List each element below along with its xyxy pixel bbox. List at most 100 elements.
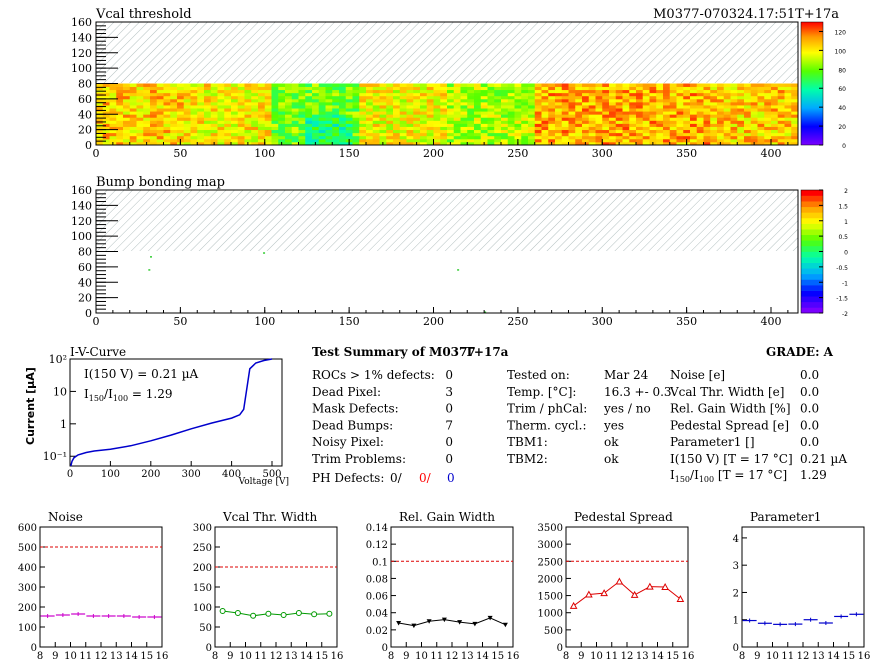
summary-mid-value: yes: [603, 418, 624, 432]
heatmap-cell: [453, 98, 461, 103]
heatmap-cell: [298, 92, 306, 97]
bump-map-points: [148, 252, 487, 313]
heatmap-cell: [433, 89, 441, 94]
heatmap-cell: [426, 129, 434, 134]
heatmap-cell: [622, 111, 630, 115]
heatmap-cell: [156, 114, 164, 118]
heatmap-cell: [366, 117, 374, 121]
heatmap-cell: [548, 135, 556, 140]
heatmap-cell: [663, 101, 671, 106]
bump-point: [457, 269, 460, 271]
heatmap-cell: [305, 101, 313, 106]
heatmap-cell: [426, 92, 434, 97]
heatmap-cell: [298, 98, 306, 103]
heatmap-cell: [642, 86, 650, 91]
heatmap-cell: [305, 92, 313, 97]
heatmap-cell: [204, 86, 212, 91]
palette-tick-label: 0: [842, 143, 846, 150]
heatmap-cell: [710, 101, 718, 106]
heatmap-cell: [440, 123, 448, 127]
heatmap-cell: [676, 95, 684, 100]
heatmap-cell: [440, 132, 448, 137]
heatmap-cell: [258, 86, 266, 91]
heatmap-cell: [352, 141, 360, 146]
heatmap-cell: [676, 126, 684, 131]
x-tick-label: 15: [315, 651, 328, 662]
heatmap-cell: [136, 98, 144, 103]
heatmap-cell: [150, 101, 158, 106]
heatmap-cell: [595, 120, 603, 124]
heatmap-cell: [251, 92, 259, 97]
heatmap-cell: [730, 86, 738, 91]
heatmap-cell: [251, 101, 259, 106]
heatmap-cell: [420, 129, 428, 134]
heatmap-cell: [156, 108, 164, 112]
heatmap-cell: [663, 117, 671, 121]
heatmap-cell: [123, 86, 131, 91]
heatmap-cell: [386, 108, 394, 112]
heatmap-cell: [102, 123, 110, 127]
heatmap-cell: [757, 108, 765, 112]
heatmap-cell: [325, 89, 333, 94]
heatmap-cell: [399, 98, 407, 103]
heatmap-cell: [541, 135, 549, 140]
heatmap-cell: [197, 132, 205, 137]
heatmap-cell: [636, 135, 644, 140]
chart-frame: [39, 526, 163, 648]
y-tick-label: 0.04: [366, 609, 388, 620]
heatmap-cell: [163, 114, 171, 118]
y-tick-label: 80: [78, 246, 92, 259]
heatmap-cell: [764, 105, 772, 109]
heatmap-cell: [568, 126, 576, 131]
heatmap-cell: [440, 101, 448, 106]
heatmap-cell: [663, 98, 671, 103]
heatmap-cell: [784, 95, 792, 100]
heatmap-cell: [541, 92, 549, 97]
heatmap-cell: [656, 111, 664, 115]
heatmap-cell: [568, 135, 576, 140]
heatmap-cell: [123, 129, 131, 134]
heatmap-cell: [123, 101, 131, 106]
heatmap-cell: [102, 108, 110, 112]
heatmap-cell: [197, 123, 205, 127]
heatmap-cell: [501, 92, 509, 97]
heatmap-cell: [345, 126, 353, 131]
heatmap-cell: [251, 108, 259, 112]
heatmap-cell: [561, 123, 569, 127]
heatmap-cell: [433, 141, 441, 146]
heatmap-cell: [663, 108, 671, 112]
heatmap-cell: [460, 141, 468, 146]
heatmap-cell: [514, 86, 522, 91]
heatmap-cell: [534, 114, 542, 118]
y-tick-label: 40: [78, 108, 92, 121]
heatmap-cell: [649, 123, 657, 127]
heatmap-cell: [548, 98, 556, 103]
heatmap-cell: [744, 95, 752, 100]
heatmap-cell: [615, 129, 623, 134]
heatmap-cell: [251, 89, 259, 94]
heatmap-cell: [615, 83, 623, 87]
heatmap-cell: [156, 132, 164, 137]
heatmap-cell: [757, 117, 765, 121]
heatmap-cell: [561, 141, 569, 146]
summary-right-value: 0.0: [800, 402, 819, 416]
y-tick-label: 0.08: [366, 574, 388, 585]
heatmap-cell: [217, 86, 225, 91]
heatmap-cell: [480, 132, 488, 137]
summary-right-value: 0.0: [800, 368, 819, 382]
heatmap-cell: [298, 83, 306, 87]
heatmap-cell: [217, 83, 225, 87]
heatmap-cell: [251, 105, 259, 109]
heatmap-cell: [305, 117, 313, 121]
heatmap-cell: [345, 111, 353, 115]
heatmap-cell: [480, 111, 488, 115]
heatmap-cell: [676, 120, 684, 124]
heatmap-cell: [217, 89, 225, 94]
heatmap-cell: [366, 83, 374, 87]
heatmap-cell: [750, 114, 758, 118]
heatmap-cell: [642, 117, 650, 121]
chart-title: Parameter1: [750, 510, 821, 524]
heatmap-cell: [399, 132, 407, 137]
heatmap-cell: [156, 126, 164, 131]
heatmap-cell: [494, 105, 502, 109]
